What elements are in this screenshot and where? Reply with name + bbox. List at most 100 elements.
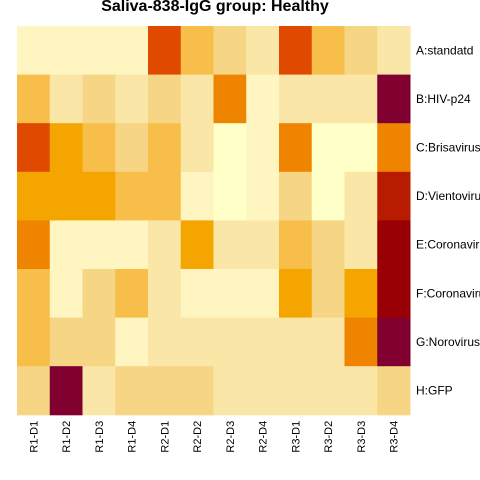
heatmap-cell <box>311 317 345 367</box>
heatmap-cell <box>49 26 83 76</box>
heatmap-cell <box>49 171 83 221</box>
heatmap-cell <box>49 123 83 173</box>
heatmap-cell <box>82 220 116 270</box>
heatmap-cell <box>311 123 345 173</box>
heatmap-cell <box>82 74 116 124</box>
heatmap-cell <box>82 26 116 76</box>
row-label: E:Coronavirus <box>416 238 480 252</box>
heatmap-cell <box>115 74 149 124</box>
heatmap-cell <box>180 366 214 416</box>
heatmap-cell <box>377 123 411 173</box>
row-label: B:HIV-p24 <box>416 92 471 106</box>
column-label: R3-D1 <box>290 421 302 453</box>
heatmap-cell <box>17 269 51 319</box>
heatmap-cell <box>279 26 313 76</box>
heatmap-cell <box>17 123 51 173</box>
heatmap-cell <box>148 220 182 270</box>
heatmap-cell <box>180 317 214 367</box>
heatmap-cell <box>49 366 83 416</box>
heatmap-cell <box>377 269 411 319</box>
chart-title: Saliva-838-IgG group: Healthy <box>101 0 329 15</box>
heatmap-cell <box>246 123 280 173</box>
row-label: H:GFP <box>416 384 453 398</box>
heatmap-cell <box>279 366 313 416</box>
row-label: G:Norovirus <box>416 335 480 349</box>
heatmap-cell <box>115 317 149 367</box>
heatmap-cell <box>246 317 280 367</box>
heatmap-cell <box>17 74 51 124</box>
heatmap-cell <box>311 171 345 221</box>
column-label: R3-D4 <box>389 421 401 453</box>
heatmap-cell <box>213 74 247 124</box>
heatmap-cell <box>148 317 182 367</box>
heatmap-cell <box>17 220 51 270</box>
heatmap-cell <box>148 366 182 416</box>
heatmap-cell <box>246 74 280 124</box>
heatmap-cell <box>148 269 182 319</box>
heatmap-cell <box>344 74 378 124</box>
heatmap-cell <box>213 366 247 416</box>
heatmap-cell <box>82 123 116 173</box>
column-label: R1-D4 <box>127 421 139 453</box>
heatmap-cell <box>344 220 378 270</box>
heatmap-cell <box>180 123 214 173</box>
heatmap-cell <box>180 171 214 221</box>
heatmap-cell <box>213 123 247 173</box>
heatmap-cell <box>279 74 313 124</box>
heatmap-cell <box>377 317 411 367</box>
heatmap-cell <box>246 366 280 416</box>
heatmap-cell <box>213 220 247 270</box>
heatmap-cell <box>377 366 411 416</box>
column-label: R2-D2 <box>192 421 204 453</box>
heatmap-cell <box>115 366 149 416</box>
heatmap-cell <box>344 26 378 76</box>
column-label: R3-D3 <box>356 421 368 453</box>
heatmap-cell <box>344 171 378 221</box>
row-label: A:standatd <box>416 43 473 57</box>
heatmap-cell <box>246 26 280 76</box>
heatmap-cell <box>82 269 116 319</box>
heatmap-cell <box>180 269 214 319</box>
heatmap-cell <box>17 366 51 416</box>
heatmap-cell <box>246 171 280 221</box>
heatmap-cell <box>377 74 411 124</box>
heatmap-cell <box>246 269 280 319</box>
heatmap-cell <box>279 317 313 367</box>
heatmap-cell <box>377 26 411 76</box>
heatmap-cell <box>115 123 149 173</box>
heatmap-cell <box>82 366 116 416</box>
heatmap-cell <box>17 26 51 76</box>
heatmap-cell <box>49 317 83 367</box>
heatmap-cell <box>148 171 182 221</box>
heatmap-cell <box>148 74 182 124</box>
heatmap-cell <box>49 220 83 270</box>
heatmap-cell <box>377 220 411 270</box>
column-label: R3-D2 <box>323 421 335 453</box>
heatmap-cell <box>17 171 51 221</box>
heatmap-cell <box>213 269 247 319</box>
row-label: D:Vientovirus <box>416 189 480 203</box>
column-label: R2-D3 <box>225 421 237 453</box>
heatmap-cell <box>344 317 378 367</box>
heatmap-cell <box>246 220 280 270</box>
heatmap-cell <box>115 171 149 221</box>
heatmap-cell <box>180 26 214 76</box>
heatmap-cell <box>279 220 313 270</box>
heatmap-cell <box>344 123 378 173</box>
row-label: C:Brisavirus <box>416 141 480 155</box>
heatmap-cell <box>311 74 345 124</box>
heatmap-cell <box>148 123 182 173</box>
heatmap-cell <box>311 366 345 416</box>
heatmap-cell <box>180 74 214 124</box>
heatmap-cell <box>213 26 247 76</box>
heatmap-cell <box>213 317 247 367</box>
column-label: R1-D2 <box>61 421 73 453</box>
heatmap-cell <box>17 317 51 367</box>
heatmap-cell <box>115 269 149 319</box>
heatmap-cell <box>49 269 83 319</box>
heatmap-cell <box>344 366 378 416</box>
column-label: R2-D1 <box>159 421 171 453</box>
heatmap-cell <box>279 171 313 221</box>
heatmap-cell <box>115 220 149 270</box>
